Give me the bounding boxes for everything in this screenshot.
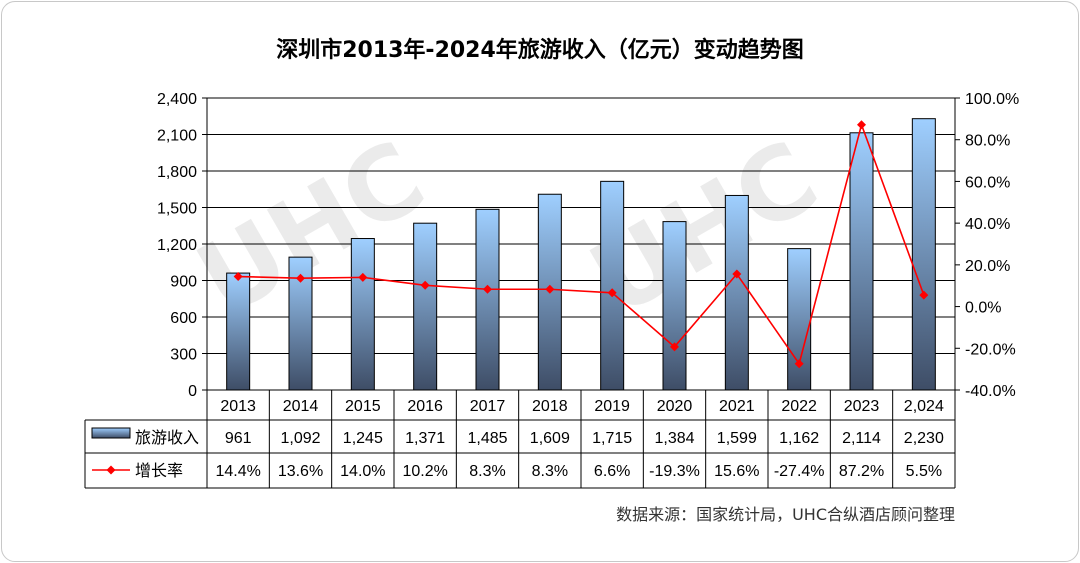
growth-point xyxy=(607,288,617,298)
bar xyxy=(911,118,936,391)
table-cell-revenue: 1,599 xyxy=(717,430,757,447)
bar xyxy=(413,222,438,391)
x-tick-label: 2017 xyxy=(470,398,506,415)
gridlines xyxy=(207,97,955,391)
table-cell-revenue: 1,092 xyxy=(280,430,320,447)
y-axis-right: -40.0% -20.0% 0.0% 20.0% 40.0% 60.0% 80.0% 100.… xyxy=(955,91,1019,400)
legend-label-revenue: 旅游收入 xyxy=(135,428,199,447)
growth-point xyxy=(483,284,492,294)
table-cell-revenue: 1,609 xyxy=(530,430,570,447)
x-tick-label: 2013 xyxy=(220,398,256,415)
table-cell-growth: 8.3% xyxy=(469,463,505,480)
x-tick-label: 2019 xyxy=(594,398,630,415)
y-left-tick-label: 1,800 xyxy=(157,164,197,181)
x-tick-label: 2014 xyxy=(283,398,319,415)
y-left-tick-label: 1,200 xyxy=(157,237,197,254)
bar xyxy=(350,238,375,391)
y-right-tick-label: -40.0% xyxy=(965,383,1016,400)
y-right-tick-label: 0.0% xyxy=(965,300,1001,317)
growth-line xyxy=(238,122,925,366)
table-cell-revenue: 1,245 xyxy=(343,430,383,447)
x-tick-label: 2016 xyxy=(407,398,443,415)
growth-point xyxy=(732,269,742,279)
bar xyxy=(475,208,500,391)
x-tick-label: 2022 xyxy=(781,398,817,415)
table-cell-revenue: 1,162 xyxy=(779,430,819,447)
growth-point xyxy=(296,273,305,283)
x-tick-label: 2023 xyxy=(844,398,880,415)
source-note: 数据来源：国家统计局，UHC合纵酒店顾问整理 xyxy=(616,505,955,524)
growth-point xyxy=(233,272,243,282)
line-series xyxy=(233,120,929,369)
x-tick-label: 2,024 xyxy=(904,398,944,415)
table-cell-growth: 14.0% xyxy=(340,463,385,480)
growth-point xyxy=(358,272,368,282)
table-cell-revenue: 2,114 xyxy=(842,430,881,447)
y-left-tick-label: 300 xyxy=(170,347,197,364)
bar xyxy=(849,132,874,391)
table-cell-revenue: 2,230 xyxy=(904,430,944,447)
table-cell-growth: -19.3% xyxy=(649,463,700,480)
y-right-tick-label: 20.0% xyxy=(965,258,1010,275)
table-cell-growth: 10.2% xyxy=(402,463,447,480)
data-table: 2013 2014 2015 2016 2017 2018 2019 2020 2021 2022… xyxy=(84,390,956,489)
y-right-tick-label: 80.0% xyxy=(965,133,1010,150)
y-left-tick-label: 0 xyxy=(188,383,197,400)
growth-point xyxy=(794,359,804,369)
legend-marker xyxy=(106,465,116,475)
table-cell-revenue: 961 xyxy=(225,430,252,447)
bar xyxy=(600,180,625,391)
x-tick-label: 2020 xyxy=(657,398,693,415)
table-cell-growth: -27.4% xyxy=(774,463,825,480)
y-left-tick-label: 600 xyxy=(170,310,197,327)
bar-series xyxy=(226,118,936,391)
legend-swatch-bar xyxy=(91,427,131,439)
table-cell-growth: 14.4% xyxy=(215,463,260,480)
table-cell-revenue: 1,384 xyxy=(654,430,694,447)
x-tick-label: 2021 xyxy=(719,398,755,415)
table-cell-growth: 5.5% xyxy=(906,463,942,480)
bar xyxy=(787,248,812,391)
table-cell-revenue: 1,485 xyxy=(467,430,507,447)
x-tick-label: 2018 xyxy=(532,398,568,415)
legend-label-growth: 增长率 xyxy=(135,461,183,480)
x-tick-label: 2015 xyxy=(345,398,381,415)
y-left-tick-label: 900 xyxy=(170,274,197,291)
table-cell-revenue: 1,371 xyxy=(405,430,445,447)
growth-point xyxy=(919,290,929,300)
growth-point xyxy=(420,280,430,290)
y-right-tick-label: 100.0% xyxy=(965,91,1019,108)
bar xyxy=(724,194,749,391)
table-cell-growth: 15.6% xyxy=(714,463,759,480)
y-right-tick-label: -20.0% xyxy=(965,341,1016,358)
y-left-tick-label: 2,400 xyxy=(157,91,197,108)
bar xyxy=(662,221,687,391)
y-right-tick-label: 40.0% xyxy=(965,216,1010,233)
y-left-tick-label: 2,100 xyxy=(157,128,197,145)
bar xyxy=(226,272,251,391)
table-cell-growth: 6.6% xyxy=(594,463,630,480)
table-cell-growth: 8.3% xyxy=(532,463,568,480)
growth-point xyxy=(670,342,679,352)
y-axis-left: 0 300 600 900 1,200 1,500 1,800 2,100 2,400 xyxy=(157,91,207,400)
chart-title: 深圳市2013年-2024年旅游收入（亿元）变动趋势图 xyxy=(276,37,804,63)
y-left-tick-label: 1,500 xyxy=(157,201,197,218)
y-right-tick-label: 60.0% xyxy=(965,174,1010,191)
growth-point xyxy=(545,284,555,294)
growth-point xyxy=(857,120,866,130)
table-cell-growth: 13.6% xyxy=(278,463,323,480)
table-cell-revenue: 1,715 xyxy=(592,430,632,447)
table-cell-growth: 87.2% xyxy=(839,463,884,480)
